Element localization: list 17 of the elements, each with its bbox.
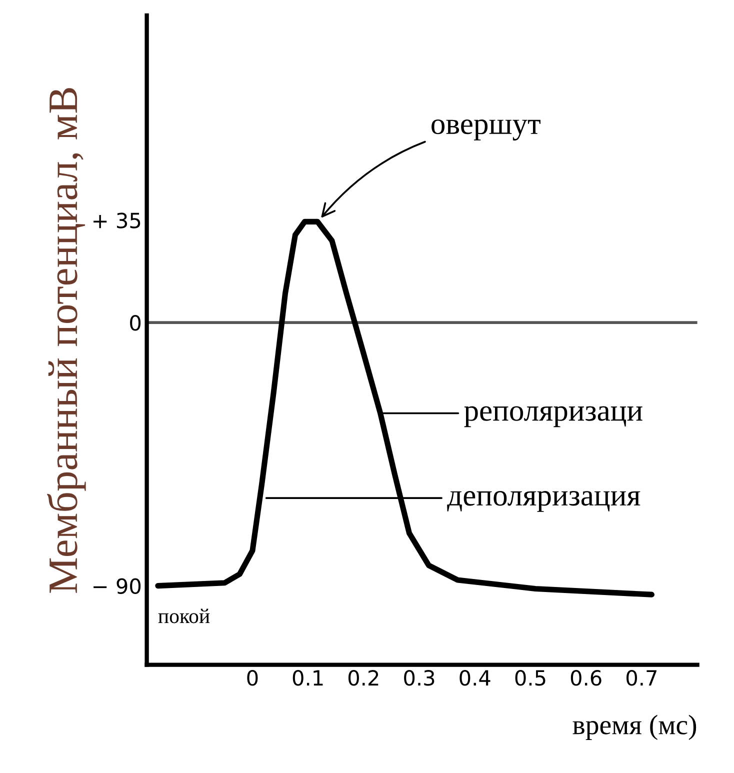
y-axis-title: Мембранный потенциал, мВ <box>47 88 86 593</box>
x-axis-title: время (мс) <box>572 714 696 740</box>
annotation: реполяризаци <box>464 406 642 428</box>
annotation: овершут <box>432 119 540 140</box>
x-tick-label: 0.3 <box>404 670 434 686</box>
x-tick-label: 0.6 <box>570 670 602 686</box>
x-tick-label: 0.2 <box>348 670 378 686</box>
annotation: деполяризация <box>447 491 640 512</box>
annotation: покой <box>158 608 210 624</box>
x-tick-label: 0.7 <box>626 670 656 686</box>
y-tick-label: 0 <box>130 315 141 331</box>
x-tick-label: 0 <box>247 670 258 686</box>
y-tick-label: + 35 <box>94 212 140 228</box>
x-tick-label: 0.5 <box>515 670 546 686</box>
x-tick-label: 0.4 <box>460 670 490 686</box>
y-tick-label: − 90 <box>94 578 141 594</box>
x-tick-label: 0.1 <box>292 670 323 686</box>
